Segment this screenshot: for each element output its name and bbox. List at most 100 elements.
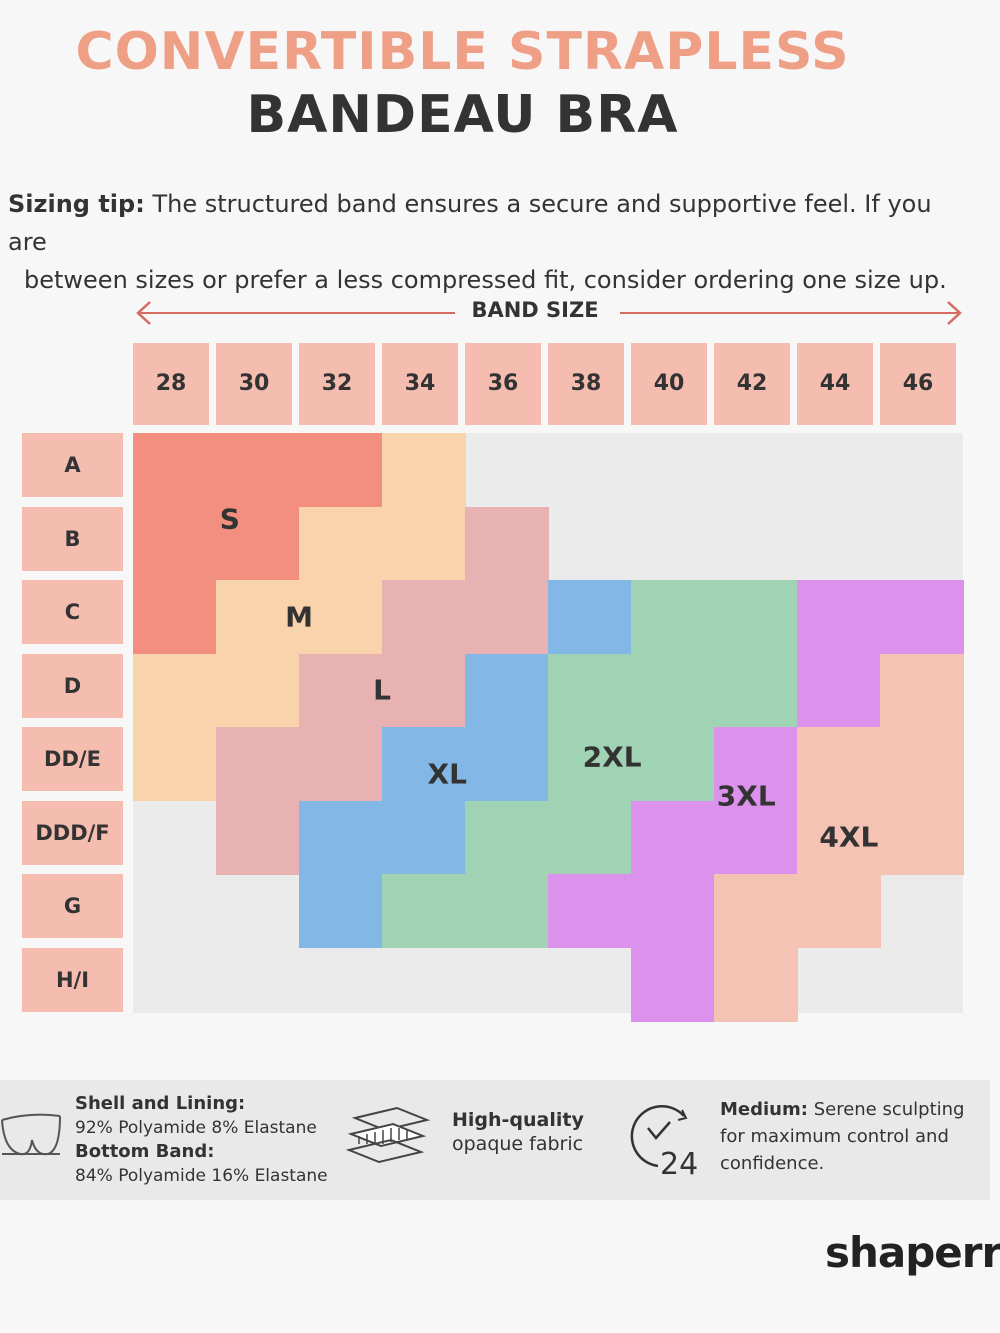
medium-text2: for maximum control and (720, 1126, 949, 1147)
size-cell-2xl (548, 653, 632, 728)
size-cell-3xl (797, 580, 881, 654)
size-cell-4xl (797, 800, 881, 875)
size-cell-s (133, 580, 217, 654)
page-title-line1: CONVERTIBLE STRAPLESS (75, 22, 850, 82)
brand-logo: shaperr (825, 1228, 1000, 1277)
size-cell-xl (382, 727, 466, 801)
size-cell-l (299, 653, 383, 728)
fabric-line1: High-quality (452, 1109, 584, 1131)
size-cell-4xl (714, 874, 798, 948)
medium-text3: confidence. (720, 1153, 825, 1174)
size-cell-4xl (797, 874, 881, 948)
size-cell-2xl (631, 727, 715, 801)
size-cell-3xl (714, 727, 798, 801)
size-cell-l (465, 506, 549, 581)
size-cell-s (133, 506, 217, 581)
size-cell-2xl (465, 800, 549, 875)
size-cell-2xl (548, 727, 632, 801)
zone-label-xl: XL (427, 757, 467, 791)
cup-size-ddd-f: DDD/F (22, 800, 123, 865)
band-size-36: 36 (465, 343, 541, 425)
band-size-32: 32 (299, 343, 375, 425)
band-size-44: 44 (797, 343, 873, 425)
sizing-tip-label: Sizing tip: (8, 190, 145, 218)
bra-icon (1, 1113, 61, 1156)
cup-size-d: D (22, 653, 123, 718)
size-cell-3xl (631, 947, 715, 1022)
medium-info: Medium: Serene sculpting for maximum con… (720, 1096, 964, 1177)
sizing-tip: Sizing tip: The structured band ensures … (8, 185, 968, 299)
size-cell-xl (548, 580, 632, 654)
size-cell-m (216, 653, 300, 728)
size-cell-m (299, 580, 383, 654)
size-cell-2xl (714, 653, 798, 728)
band-size-40: 40 (631, 343, 707, 425)
cup-size-c: C (22, 580, 123, 644)
sizing-tip-text2: between sizes or prefer a less compresse… (24, 266, 947, 294)
medium-label: Medium: (720, 1099, 808, 1120)
size-cell-s (299, 433, 383, 507)
size-cell-xl (465, 727, 549, 801)
band-size-38: 38 (548, 343, 624, 425)
size-cell-3xl (714, 800, 798, 875)
fabric-line2: opaque fabric (452, 1133, 584, 1155)
size-cell-m (133, 653, 217, 728)
size-cell-3xl (880, 580, 964, 654)
cup-size-dd-e: DD/E (22, 727, 123, 791)
band-size-46: 46 (880, 343, 956, 425)
size-cell-3xl (797, 653, 881, 728)
zone-label-3xl: 3XL (716, 779, 776, 813)
clock-number: 24 (660, 1147, 698, 1178)
size-cell-2xl (548, 800, 632, 875)
band-arrow-right-line (620, 312, 958, 314)
size-cell-l (299, 727, 383, 801)
size-cell-2xl (714, 580, 798, 654)
zone-label-m: M (285, 600, 313, 634)
size-cell-2xl (465, 874, 549, 948)
medium-text1: Serene sculpting (813, 1099, 965, 1120)
size-cell-xl (382, 800, 466, 875)
size-cell-l (216, 727, 300, 801)
band-label: Bottom Band: (75, 1141, 215, 1162)
size-cell-s (216, 506, 300, 581)
band-arrow-left-icon (136, 301, 151, 325)
size-cell-3xl (548, 874, 632, 948)
size-cell-l (465, 580, 549, 654)
size-cell-m (382, 506, 466, 581)
fabric-info: High-quality opaque fabric (452, 1108, 584, 1156)
footer-info-bar (0, 1080, 990, 1200)
size-cell-4xl (880, 800, 964, 875)
size-cell-3xl (631, 800, 715, 875)
size-cell-xl (299, 800, 383, 875)
band-size-28: 28 (133, 343, 209, 425)
size-cell-l (216, 800, 300, 875)
size-cell-s (216, 433, 300, 507)
size-cell-2xl (631, 653, 715, 728)
size-cell-s (133, 433, 217, 507)
cup-size-g: G (22, 874, 123, 938)
size-cell-l (382, 580, 466, 654)
band-arrow-left-line (140, 312, 455, 314)
size-cell-2xl (631, 580, 715, 654)
page-title-line2: BANDEAU BRA (246, 85, 679, 145)
shell-label: Shell and Lining: (75, 1093, 246, 1114)
zone-label-4xl: 4XL (819, 820, 879, 854)
band-value: 84% Polyamide 16% Elastane (75, 1166, 328, 1186)
zone-label-s: S (219, 502, 240, 536)
shell-info: Shell and Lining: 92% Polyamide 8% Elast… (75, 1092, 328, 1188)
band-size-label: BAND SIZE (471, 298, 599, 322)
sizing-tip-text1: The structured band ensures a secure and… (8, 190, 932, 256)
zone-label-2xl: 2XL (582, 740, 642, 774)
size-cell-4xl (880, 727, 964, 801)
cup-size-h-i: H/I (22, 947, 123, 1012)
size-cell-4xl (714, 947, 798, 1022)
size-cell-4xl (880, 653, 964, 728)
cup-size-b: B (22, 506, 123, 571)
band-size-42: 42 (714, 343, 790, 425)
fabric-layers-icon (345, 1106, 431, 1164)
size-cell-m (133, 727, 217, 801)
size-cell-m (299, 506, 383, 581)
size-cell-l (382, 653, 466, 728)
size-cell-m (382, 433, 466, 507)
size-cell-2xl (382, 874, 466, 948)
